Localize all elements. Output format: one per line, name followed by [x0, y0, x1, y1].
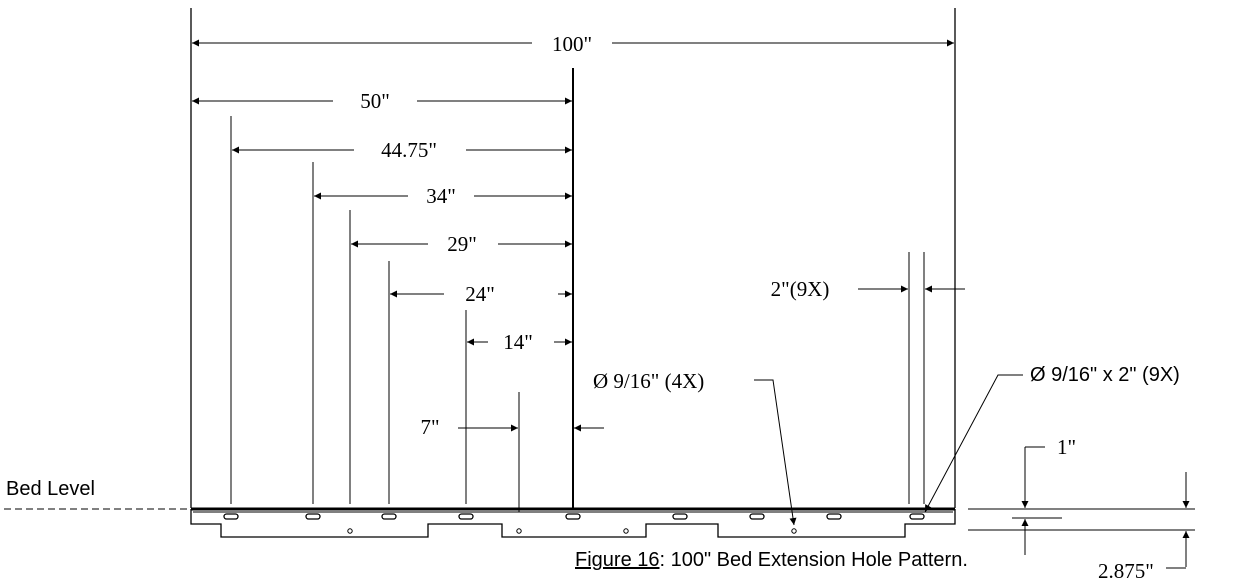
dim-label-2-9x: 2"(9X): [771, 277, 830, 301]
slot-6: [672, 513, 688, 520]
round-hole-1: [347, 528, 353, 534]
callout-slot: Ø 9/16" x 2" (9X): [1030, 364, 1180, 386]
figure-label: Figure 16: [575, 549, 660, 571]
dim-label-34: 34": [426, 184, 456, 208]
slot-3: [381, 513, 397, 520]
bed-level-label: Bed Level: [6, 478, 95, 500]
dim-label-50: 50": [360, 89, 390, 113]
bed-outline: [190, 509, 956, 538]
dim-label-44-75: 44.75": [381, 138, 437, 162]
leader-round-hole: [754, 379, 797, 526]
dim-label-24: 24": [465, 282, 495, 306]
figure-caption-text: : 100" Bed Extension Hole Pattern.: [660, 549, 968, 571]
round-hole-2: [516, 528, 522, 534]
dim-label-7: 7": [420, 415, 439, 439]
dim-label-29: 29": [447, 232, 477, 256]
dim-label-14: 14": [503, 330, 533, 354]
callout-round-hole: Ø 9/16" (4X): [593, 369, 704, 393]
slot-1: [223, 513, 239, 520]
dim-label-1: 1": [1057, 435, 1076, 459]
figure-caption: Figure 16: 100" Bed Extension Hole Patte…: [575, 549, 968, 571]
round-hole-4: [791, 528, 797, 534]
slot-2: [305, 513, 321, 520]
slot-5: [565, 513, 581, 520]
slot-4: [458, 513, 474, 520]
slot-7: [749, 513, 765, 520]
round-hole-3: [623, 528, 629, 534]
slot-9: [909, 513, 925, 520]
dim-label-2-875: 2.875": [1098, 559, 1154, 583]
leader-slot: [924, 374, 1023, 513]
slot-8: [826, 513, 842, 520]
dim-label-100: 100": [552, 32, 592, 56]
